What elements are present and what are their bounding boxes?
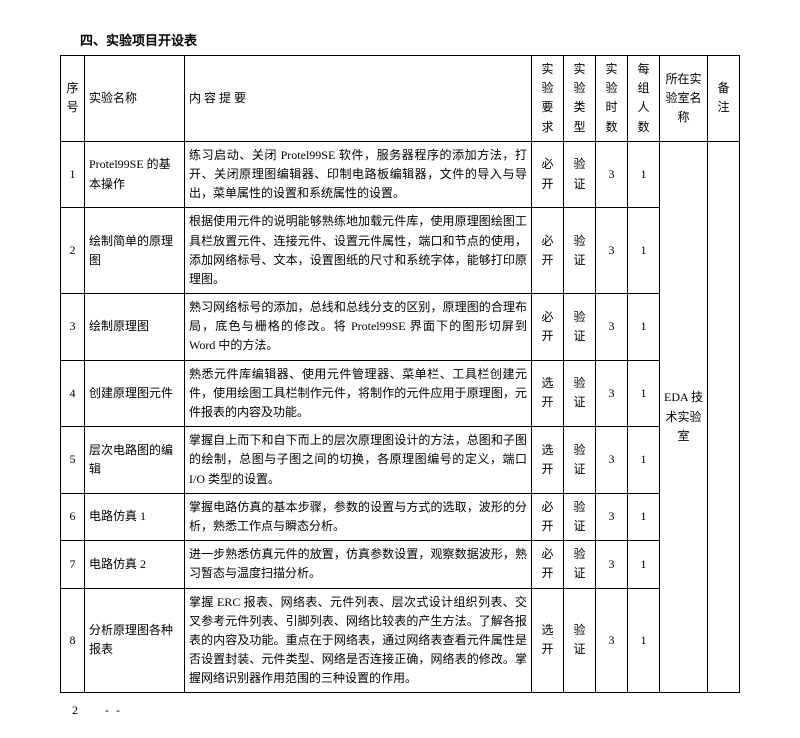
cell-req: 必开: [532, 294, 564, 361]
table-row: 1Protel99SE 的基本操作练习启动、关闭 Protel99SE 软件，服…: [61, 141, 740, 208]
cell-desc: 熟习网络标号的添加，总线和总线分支的区别，原理图的合理布局，底色与栅格的修改。将…: [185, 294, 532, 361]
cell-name: 绘制原理图: [85, 294, 185, 361]
cell-group: 1: [628, 588, 660, 693]
cell-name: 电路仿真 2: [85, 541, 185, 588]
hdr-hours: 实验时数: [596, 56, 628, 142]
cell-name: 创建原理图元件: [85, 360, 185, 427]
cell-type: 验证: [564, 208, 596, 294]
cell-group: 1: [628, 141, 660, 208]
cell-idx: 5: [61, 427, 85, 494]
cell-group: 1: [628, 493, 660, 540]
cell-desc: 练习启动、关闭 Protel99SE 软件，服务器程序的添加方法，打开、关闭原理…: [185, 141, 532, 208]
cell-req: 必开: [532, 493, 564, 540]
cell-req: 选开: [532, 427, 564, 494]
cell-type: 验证: [564, 360, 596, 427]
cell-idx: 2: [61, 208, 85, 294]
cell-req: 选开: [532, 360, 564, 427]
cell-hours: 3: [596, 360, 628, 427]
cell-group: 1: [628, 208, 660, 294]
footer-marker: - -: [105, 703, 122, 717]
cell-hours: 3: [596, 493, 628, 540]
cell-name: 分析原理图各种报表: [85, 588, 185, 693]
cell-desc: 掌握 ERC 报表、网络表、元件列表、层次式设计组织列表、交叉参考元件列表、引脚…: [185, 588, 532, 693]
table-row: 6电路仿真 1掌握电路仿真的基本步骤，参数的设置与方式的选取，波形的分析，熟悉工…: [61, 493, 740, 540]
cell-req: 必开: [532, 141, 564, 208]
cell-lab: EDA 技术实验室: [660, 141, 708, 693]
hdr-type: 实验类型: [564, 56, 596, 142]
cell-hours: 3: [596, 541, 628, 588]
table-row: 4创建原理图元件熟悉元件库编辑器、使用元件管理器、菜单栏、工具栏创建元件，使用绘…: [61, 360, 740, 427]
cell-idx: 4: [61, 360, 85, 427]
cell-group: 1: [628, 541, 660, 588]
hdr-req: 实验要求: [532, 56, 564, 142]
hdr-group: 每组人数: [628, 56, 660, 142]
cell-desc: 熟悉元件库编辑器、使用元件管理器、菜单栏、工具栏创建元件，使用绘图工具栏制作元件…: [185, 360, 532, 427]
hdr-note: 备注: [708, 56, 740, 142]
cell-type: 验证: [564, 427, 596, 494]
cell-type: 验证: [564, 588, 596, 693]
cell-hours: 3: [596, 208, 628, 294]
cell-desc: 掌握自上而下和自下而上的层次原理图设计的方法，总图和子图的绘制，总图与子图之间的…: [185, 427, 532, 494]
table-row: 2绘制简单的原理图根据使用元件的说明能够熟练地加载元件库，使用原理图绘图工具栏放…: [61, 208, 740, 294]
cell-desc: 掌握电路仿真的基本步骤，参数的设置与方式的选取，波形的分析，熟悉工作点与瞬态分析…: [185, 493, 532, 540]
cell-desc: 根据使用元件的说明能够熟练地加载元件库，使用原理图绘图工具栏放置元件、连接元件、…: [185, 208, 532, 294]
cell-type: 验证: [564, 294, 596, 361]
table-row: 3绘制原理图熟习网络标号的添加，总线和总线分支的区别，原理图的合理布局，底色与栅…: [61, 294, 740, 361]
cell-idx: 7: [61, 541, 85, 588]
cell-group: 1: [628, 427, 660, 494]
cell-hours: 3: [596, 427, 628, 494]
page-footer: 2 - -: [60, 703, 740, 718]
table-header-row: 序号 实验名称 内 容 提 要 实验要求 实验类型 实验时数 每组人数 所在实验…: [61, 56, 740, 142]
cell-name: 电路仿真 1: [85, 493, 185, 540]
page-number: 2: [72, 703, 102, 718]
cell-type: 验证: [564, 493, 596, 540]
cell-req: 必开: [532, 208, 564, 294]
hdr-idx: 序号: [61, 56, 85, 142]
cell-req: 必开: [532, 541, 564, 588]
cell-hours: 3: [596, 294, 628, 361]
hdr-name: 实验名称: [85, 56, 185, 142]
experiment-table: 序号 实验名称 内 容 提 要 实验要求 实验类型 实验时数 每组人数 所在实验…: [60, 55, 740, 693]
table-row: 7电路仿真 2进一步熟悉仿真元件的放置，仿真参数设置，观察数据波形，熟习暂态与温…: [61, 541, 740, 588]
cell-name: Protel99SE 的基本操作: [85, 141, 185, 208]
cell-idx: 8: [61, 588, 85, 693]
hdr-lab: 所在实验室名称: [660, 56, 708, 142]
cell-idx: 1: [61, 141, 85, 208]
cell-group: 1: [628, 360, 660, 427]
cell-hours: 3: [596, 588, 628, 693]
cell-name: 绘制简单的原理图: [85, 208, 185, 294]
cell-type: 验证: [564, 141, 596, 208]
section-title: 四、实验项目开设表: [80, 30, 740, 49]
hdr-desc: 内 容 提 要: [185, 56, 532, 142]
cell-group: 1: [628, 294, 660, 361]
table-row: 8分析原理图各种报表掌握 ERC 报表、网络表、元件列表、层次式设计组织列表、交…: [61, 588, 740, 693]
cell-req: 选开: [532, 588, 564, 693]
cell-idx: 6: [61, 493, 85, 540]
cell-desc: 进一步熟悉仿真元件的放置，仿真参数设置，观察数据波形，熟习暂态与温度扫描分析。: [185, 541, 532, 588]
cell-name: 层次电路图的编辑: [85, 427, 185, 494]
table-row: 5层次电路图的编辑掌握自上而下和自下而上的层次原理图设计的方法，总图和子图的绘制…: [61, 427, 740, 494]
cell-hours: 3: [596, 141, 628, 208]
cell-idx: 3: [61, 294, 85, 361]
cell-note: [708, 141, 740, 693]
cell-type: 验证: [564, 541, 596, 588]
